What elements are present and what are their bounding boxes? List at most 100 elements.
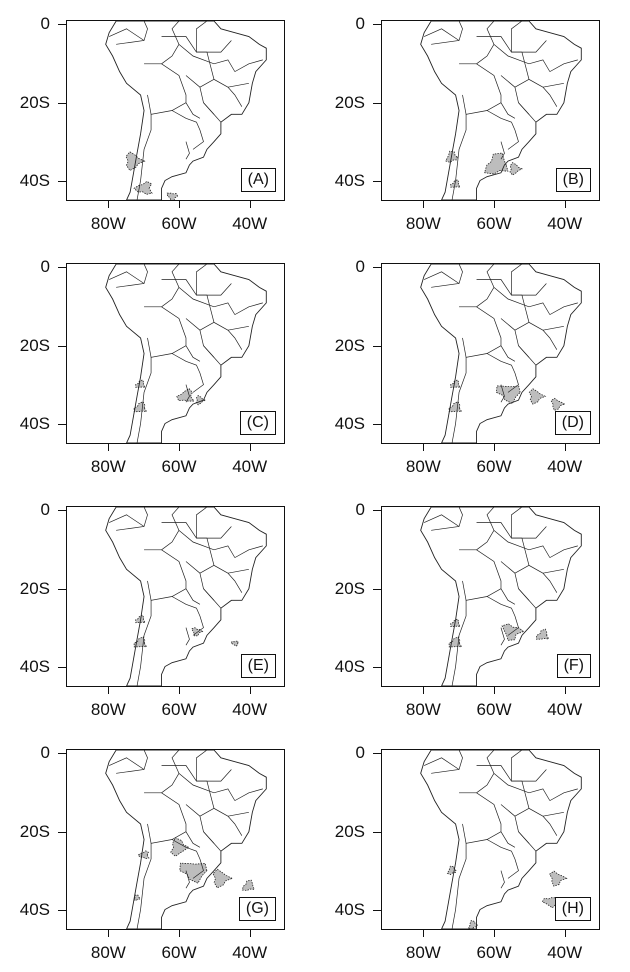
- longitude-tick-label: 80W: [90, 943, 126, 962]
- shaded-region: [133, 401, 148, 413]
- country-border: [462, 823, 502, 844]
- panel-label: (E): [240, 654, 276, 678]
- country-border: [192, 615, 204, 636]
- country-border: [511, 750, 523, 782]
- country-border: [136, 114, 152, 200]
- country-border: [521, 538, 558, 593]
- longitude-tick: [564, 201, 566, 208]
- country-border: [206, 52, 243, 107]
- country-border: [424, 757, 460, 770]
- longitude-tick: [179, 444, 181, 451]
- latitude-tick: [373, 345, 381, 347]
- country-border: [514, 87, 537, 123]
- shaded-region: [191, 627, 204, 637]
- latitude-tick-label: 40S: [19, 657, 50, 677]
- country-border: [227, 568, 249, 574]
- country-border: [203, 102, 215, 115]
- country-border: [185, 75, 215, 88]
- country-border: [514, 330, 537, 366]
- longitude-tick-label: 40W: [232, 700, 268, 719]
- country-border: [486, 596, 516, 617]
- country-border: [507, 858, 519, 879]
- country-border: [196, 526, 232, 539]
- country-border: [500, 831, 516, 848]
- country-border: [192, 129, 204, 150]
- latitude-tick-label: 20S: [19, 335, 50, 355]
- longitude-tick-label: 40W: [547, 457, 583, 476]
- country-border: [431, 507, 463, 531]
- shaded-region: [133, 180, 153, 195]
- country-border: [161, 522, 207, 539]
- longitude-tick: [249, 444, 251, 451]
- coastline: [105, 264, 267, 443]
- country-border: [518, 831, 530, 844]
- latitude-tick: [373, 509, 381, 511]
- continent-map: [105, 750, 267, 929]
- country-border: [234, 545, 263, 558]
- coastline: [420, 507, 582, 686]
- longitude-tick: [249, 930, 251, 937]
- shaded-region: [176, 388, 195, 402]
- latitude-tick-label: 40S: [19, 900, 50, 920]
- country-border: [459, 306, 502, 346]
- country-border: [486, 839, 516, 860]
- longitude-tick-label: 40W: [232, 457, 268, 476]
- shaded-region: [133, 894, 141, 901]
- latitude-tick: [58, 667, 66, 669]
- coastline: [420, 21, 582, 200]
- country-border: [136, 600, 152, 686]
- country-border: [549, 59, 578, 72]
- longitude-tick-label: 80W: [405, 214, 441, 233]
- country-border: [185, 831, 201, 848]
- country-border: [185, 384, 190, 403]
- latitude-tick: [58, 588, 66, 590]
- latitude-tick: [373, 23, 381, 25]
- country-border: [507, 129, 519, 150]
- longitude-tick: [423, 201, 425, 208]
- coastline: [420, 264, 582, 443]
- country-border: [178, 287, 236, 315]
- latitude-tick-label: 0: [355, 742, 365, 762]
- country-border: [227, 325, 249, 331]
- longitude-tick-label: 60W: [476, 943, 512, 962]
- panel-label: (D): [554, 411, 591, 435]
- longitude-tick-label: 60W: [476, 700, 512, 719]
- country-border: [161, 773, 180, 794]
- latitude-tick: [58, 266, 66, 268]
- latitude-tick: [373, 102, 381, 104]
- longitude-tick-label: 60W: [161, 943, 197, 962]
- longitude-tick-label: 40W: [547, 700, 583, 719]
- country-border: [549, 545, 578, 558]
- country-border: [511, 769, 547, 782]
- country-border: [178, 530, 236, 558]
- country-border: [521, 295, 558, 350]
- country-border: [424, 271, 460, 284]
- country-border: [203, 831, 215, 844]
- map-panel: (G) 0 20S 40S 80W 60W 40W: [0, 729, 315, 972]
- longitude-tick: [494, 201, 496, 208]
- country-border: [500, 588, 516, 605]
- latitude-tick-label: 40S: [19, 171, 50, 191]
- country-border: [161, 287, 180, 308]
- latitude-tick: [58, 23, 66, 25]
- latitude-tick: [373, 667, 381, 669]
- country-border: [476, 522, 522, 539]
- map-panel: (C) 0 20S 40S 80W 60W 40W: [0, 243, 315, 486]
- country-border: [476, 765, 522, 782]
- longitude-tick: [108, 687, 110, 694]
- continent-map: [105, 507, 267, 686]
- country-border: [147, 337, 187, 358]
- country-border: [431, 264, 463, 288]
- country-border: [144, 306, 187, 346]
- latitude-tick-label: 0: [40, 13, 50, 33]
- country-border: [459, 792, 502, 832]
- country-border: [196, 40, 232, 53]
- longitude-tick-label: 40W: [232, 943, 268, 962]
- country-border: [493, 773, 551, 801]
- country-border: [185, 345, 201, 362]
- country-border: [206, 781, 243, 836]
- country-border: [171, 839, 201, 860]
- longitude-tick: [249, 201, 251, 208]
- country-border: [514, 816, 537, 852]
- country-border: [171, 750, 180, 774]
